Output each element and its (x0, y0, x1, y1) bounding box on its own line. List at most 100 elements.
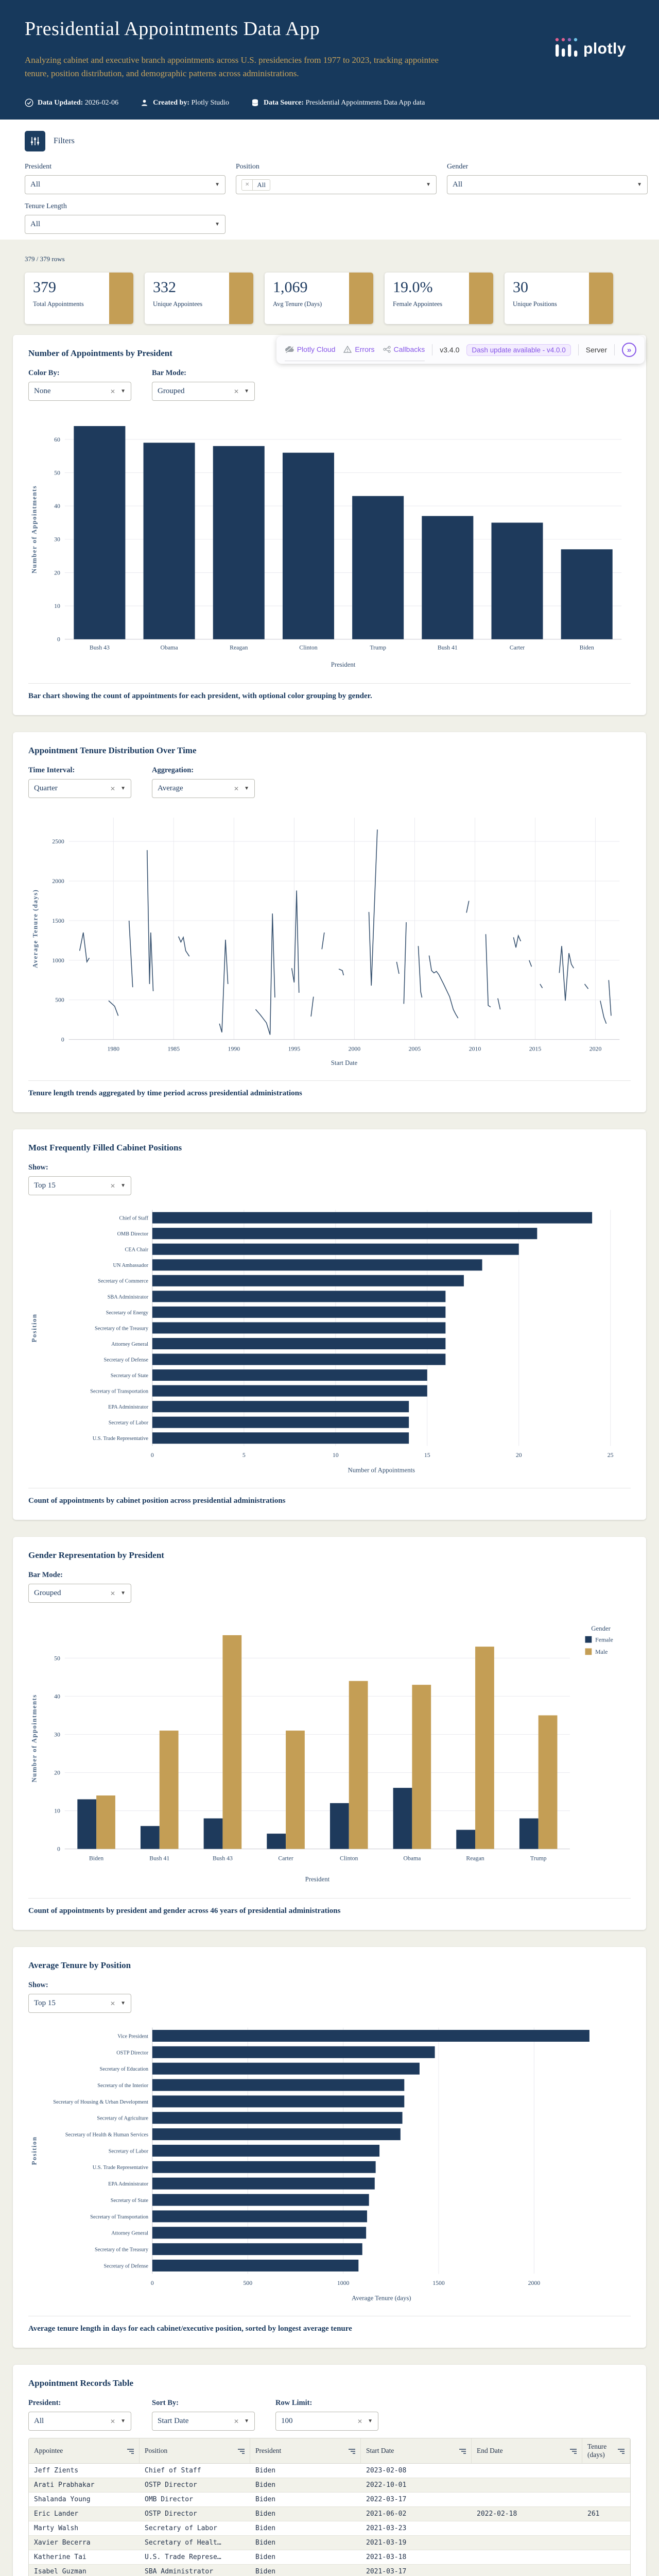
tenure-line-segment[interactable] (540, 984, 543, 989)
bar-UN Ambassador[interactable] (152, 1259, 482, 1271)
bar-Secretary of State[interactable] (152, 2194, 369, 2206)
bar-Carter-Male[interactable] (286, 1731, 305, 1849)
bar-Bush 41-Female[interactable] (140, 1826, 160, 1849)
column-header-start-date[interactable]: Start Date (361, 2438, 472, 2463)
bar-Carter[interactable] (491, 522, 543, 639)
tenure-line-segment[interactable] (396, 961, 400, 974)
table-row[interactable]: Marty Walsh Secretary of Labor Biden 2021-0… (29, 2521, 630, 2536)
tenure-line-segment[interactable] (497, 998, 501, 1010)
bar-Secretary of Energy[interactable] (152, 1306, 446, 1318)
show-dropdown[interactable]: Top 15 ✕ ▼ (28, 1176, 131, 1195)
bar-Secretary of the Treasury[interactable] (152, 2243, 362, 2256)
filter-icon[interactable] (349, 2448, 355, 2454)
president-filter-dropdown[interactable]: All ▼ (25, 175, 226, 194)
bar-Secretary of Education[interactable] (152, 2062, 420, 2075)
table-row[interactable]: Jeff Zients Chief of Staff Biden 2023-02-08 (29, 2464, 630, 2478)
bar-Trump-Male[interactable] (538, 1715, 558, 1849)
clear-icon[interactable]: ✕ (110, 1999, 116, 2007)
bar-mode-dropdown[interactable]: Grouped ✕ ▼ (152, 382, 255, 401)
column-header-position[interactable]: Position (140, 2438, 250, 2463)
errors-button[interactable]: Errors (343, 345, 375, 353)
legend-swatch-Male[interactable] (585, 1648, 592, 1655)
tenure-line-segment[interactable] (428, 955, 459, 1019)
bar-chart-appointments-by-president[interactable]: 0 10 20 30 40 50 60 Bush 43 Obama Reagan Clinton Tr… (28, 408, 631, 676)
tenure-line-segment[interactable] (255, 913, 275, 1035)
filter-icon[interactable] (238, 2448, 245, 2454)
tenure-line-segment[interactable] (310, 996, 314, 1017)
bar-Reagan[interactable] (213, 446, 265, 639)
bar-Bush 43-Male[interactable] (222, 1635, 242, 1849)
bar-Secretary of Commerce[interactable] (152, 1275, 464, 1286)
table-row[interactable]: Katherine Tai U.S. Trade Represe… Biden 202… (29, 2550, 630, 2565)
table-sort-dropdown[interactable]: Start Date ✕ ▼ (152, 2412, 255, 2431)
bar-Bush 41[interactable] (422, 516, 474, 639)
table-row[interactable]: Isabel Guzman SBA Administrator Biden 2021-… (29, 2565, 630, 2576)
dash-update-pill[interactable]: Dash update available - v4.0.0 (466, 344, 571, 356)
bar-Secretary of Defense[interactable] (152, 1353, 446, 1365)
filter-icon[interactable] (459, 2448, 466, 2454)
bar-Clinton-Male[interactable] (349, 1681, 368, 1849)
column-header-tenure-days-[interactable]: Tenure (days) (582, 2438, 630, 2463)
tenure-line-segment[interactable] (368, 829, 378, 986)
tenure-line-segment[interactable] (291, 890, 300, 993)
clear-icon[interactable]: ✕ (357, 2417, 363, 2425)
clear-icon[interactable]: ✕ (110, 785, 116, 792)
bar-Vice President[interactable] (152, 2029, 589, 2042)
show-dropdown[interactable]: Top 15 ✕ ▼ (28, 1994, 131, 2013)
clear-icon[interactable]: ✕ (234, 785, 239, 792)
bar-Attorney General[interactable] (152, 2227, 367, 2239)
filter-icon[interactable] (570, 2448, 577, 2454)
table-row[interactable]: Arati Prabhakar OSTP Director Biden 2022-10… (29, 2478, 630, 2493)
tenure-line-segment[interactable] (178, 936, 190, 957)
time-interval-dropdown[interactable]: Quarter ✕ ▼ (28, 779, 131, 798)
tenure-line-segment[interactable] (608, 980, 612, 1016)
clear-icon[interactable]: ✕ (234, 387, 239, 395)
bar-Reagan-Male[interactable] (475, 1647, 494, 1849)
clear-icon[interactable]: ✕ (110, 2417, 116, 2425)
bar-Clinton-Female[interactable] (330, 1803, 349, 1849)
bar-U.S. Trade Representative[interactable] (152, 2161, 376, 2173)
tenure-filter-dropdown[interactable]: All ▼ (25, 215, 226, 234)
tenure-line-segment[interactable] (600, 1001, 607, 1024)
legend-swatch-Female[interactable] (585, 1636, 592, 1643)
bar-Attorney General[interactable] (152, 1338, 446, 1349)
callbacks-button[interactable]: Callbacks (383, 345, 425, 353)
bar-Bush 41-Male[interactable] (159, 1731, 179, 1849)
tenure-line-segment[interactable] (466, 901, 470, 913)
bar-Clinton[interactable] (282, 452, 334, 639)
position-chip[interactable]: ✕ All (241, 179, 271, 191)
tenure-line-segment[interactable] (108, 1000, 119, 1016)
bar-CEA Chair[interactable] (152, 1243, 519, 1255)
table-president-dropdown[interactable]: All ✕ ▼ (28, 2412, 131, 2431)
tenure-line-segment[interactable] (418, 946, 423, 998)
clear-icon[interactable]: ✕ (110, 1182, 116, 1190)
tenure-line-segment[interactable] (219, 939, 229, 1033)
hbar-chart-top-positions[interactable]: 0 5 10 15 20 25 Chief of Staff OMB Director CEA … (28, 1202, 631, 1481)
line-chart-tenure-over-time[interactable]: 1980 1985 1990 1995 2000 2005 2010 2015 2020 0 500… (28, 805, 631, 1073)
filter-icon[interactable] (618, 2448, 625, 2454)
table-row[interactable]: Eric Lander OSTP Director Biden 2021-06-02 2… (29, 2507, 630, 2521)
bar-EPA Administrator[interactable] (152, 2177, 375, 2190)
chip-remove-icon[interactable]: ✕ (242, 179, 253, 190)
bar-Secretary of Housing & Urban Development[interactable] (152, 2095, 405, 2108)
column-header-end-date[interactable]: End Date (472, 2438, 582, 2463)
column-header-appointee[interactable]: Appointee (29, 2438, 140, 2463)
bar-Carter-Female[interactable] (267, 1834, 286, 1849)
plotly-cloud-button[interactable]: Plotly Cloud (285, 345, 335, 353)
bar-OMB Director[interactable] (152, 1228, 537, 1240)
filter-icon[interactable] (127, 2448, 134, 2454)
bar-Secretary of the Interior[interactable] (152, 2079, 405, 2091)
tenure-line-segment[interactable] (584, 984, 589, 989)
tenure-line-segment[interactable] (128, 920, 133, 988)
bar-Bush 43-Female[interactable] (203, 1818, 223, 1849)
hbar-chart-average-tenure[interactable]: 0 500 1000 1500 2000 Vice President OSTP Direc… (28, 2020, 631, 2309)
bar-U.S. Trade Representative[interactable] (152, 1432, 409, 1444)
tenure-line-segment[interactable] (146, 850, 154, 991)
bar-SBA Administrator[interactable] (152, 1291, 446, 1302)
aggregation-dropdown[interactable]: Average ✕ ▼ (152, 779, 255, 798)
tenure-line-segment[interactable] (485, 934, 491, 1008)
bar-Chief of Staff[interactable] (152, 1212, 593, 1224)
bar-Reagan-Female[interactable] (456, 1829, 476, 1849)
tenure-line-segment[interactable] (79, 932, 90, 963)
bar-Secretary of State[interactable] (152, 1369, 427, 1381)
